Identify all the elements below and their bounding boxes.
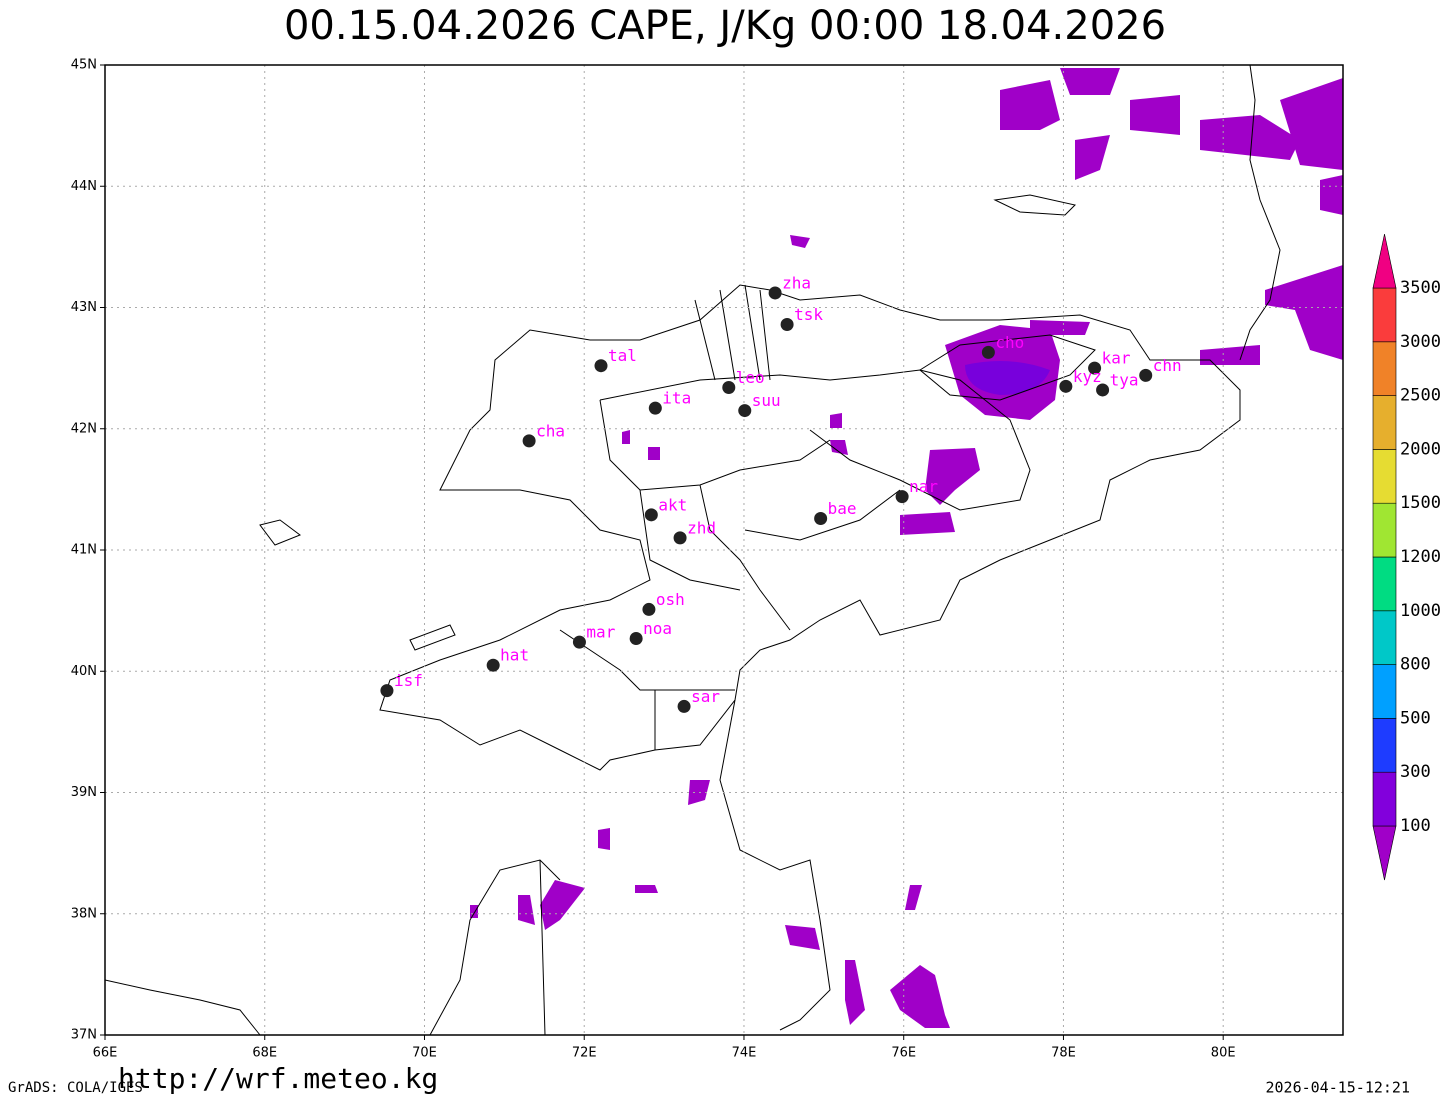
station-label: tya [1110, 370, 1139, 389]
station-dot [895, 490, 909, 504]
colorbar: 100 300 500 800 1000 1200 1500 2000 2500 3000 3500 [1372, 233, 1441, 881]
colorbar-cell [1372, 502, 1397, 558]
y-tick-label: 37N [71, 1028, 97, 1043]
cape-field [470, 68, 1343, 1028]
x-tick-label: 68E [252, 1046, 277, 1061]
station-dot [1096, 383, 1110, 397]
station-dot [594, 359, 608, 373]
station-label: tsk [794, 305, 823, 324]
map-frame [104, 64, 1344, 1036]
station-label: hat [500, 646, 529, 665]
station-label: nar [909, 477, 938, 496]
station-dot [486, 658, 500, 672]
colorbar-cell [1372, 287, 1397, 343]
timestamp: 2026-04-15-12:21 [1266, 1079, 1411, 1097]
y-tick-label: 43N [71, 300, 97, 315]
station-label: zhd [687, 518, 716, 537]
colorbar-cell [1372, 664, 1397, 719]
station-dot [644, 508, 658, 522]
station-label: kar [1102, 349, 1131, 368]
colorbar-cell [1372, 718, 1397, 773]
colorbar-label: 1000 [1400, 601, 1441, 621]
colorbar-label: 300 [1400, 762, 1431, 782]
station-dot [768, 286, 782, 300]
software-credit: GrADS: COLA/IGES [8, 1080, 143, 1096]
station-dot [1088, 361, 1102, 375]
station-label: akt [658, 495, 687, 514]
colorbar-cell [1372, 556, 1397, 612]
x-tick-label: 74E [732, 1046, 757, 1061]
colorbar-label: 500 [1400, 708, 1431, 728]
station-label: cho [995, 333, 1024, 352]
colorbar-label: 1500 [1400, 493, 1441, 513]
cape-core [965, 361, 1050, 395]
colorbar-triangle [1372, 825, 1397, 881]
colorbar-cell [1372, 395, 1397, 450]
station-label: osh [656, 590, 685, 609]
colorbar-label: 3500 [1400, 278, 1441, 298]
station-dot [722, 381, 736, 395]
station-dot [629, 632, 643, 646]
site-url: http://wrf.meteo.kg [118, 1062, 438, 1095]
y-tick-label: 38N [71, 906, 97, 921]
y-tick-label: 44N [71, 179, 97, 194]
colorbar-label: 1200 [1400, 547, 1441, 567]
station-dot [738, 404, 752, 418]
x-tick-label: 66E [93, 1046, 118, 1061]
colorbar-cell [1372, 771, 1397, 827]
station-dot [673, 531, 687, 545]
station-label: tal [608, 346, 637, 365]
station-dot [380, 684, 394, 698]
station-label: kyz [1073, 367, 1102, 386]
station-dot [981, 345, 995, 359]
station-dot [814, 511, 828, 525]
grid: 66E 68E 70E 72E 74E 76E 78E 80E 37N 38N 39N 40N 41N 4… [71, 58, 1343, 1061]
station-label: ita [662, 389, 691, 408]
x-tick-label: 72E [572, 1046, 597, 1061]
station-dot [1059, 379, 1073, 393]
station-label: suu [752, 391, 781, 410]
station-label: mar [586, 623, 615, 642]
y-tick-label: 40N [71, 664, 97, 679]
station-dot [572, 635, 586, 649]
station-label: zha [782, 273, 811, 292]
station-dot [1139, 368, 1153, 382]
colorbar-cell [1372, 341, 1397, 396]
station-dot [677, 699, 691, 713]
station-dot [642, 602, 656, 616]
x-tick-label: 70E [412, 1046, 437, 1061]
station-label: sar [691, 687, 720, 706]
station-label: bae [828, 499, 857, 518]
colorbar-label: 3000 [1400, 332, 1441, 352]
station-dot [522, 434, 536, 448]
colorbar-label: 2500 [1400, 386, 1441, 406]
title: 00.15.04.2026 CAPE, J/Kg 00:00 18.04.202… [284, 3, 1166, 49]
x-tick-label: 78E [1051, 1046, 1076, 1061]
station-dot [780, 317, 794, 331]
station-label: chn [1153, 356, 1182, 375]
x-tick-label: 80E [1211, 1046, 1236, 1061]
x-tick-label: 76E [891, 1046, 916, 1061]
colorbar-label: 100 [1400, 816, 1431, 836]
station-label: isf [394, 671, 423, 690]
station-label: cha [536, 421, 565, 440]
y-tick-label: 42N [71, 421, 97, 436]
y-tick-label: 45N [71, 58, 97, 73]
colorbar-label: 2000 [1400, 439, 1441, 459]
station-dot [648, 401, 662, 415]
colorbar-label: 800 [1400, 655, 1431, 675]
borders [104, 64, 1281, 1036]
colorbar-triangle [1372, 233, 1397, 289]
station-label: leo [736, 368, 765, 387]
y-tick-label: 39N [71, 785, 97, 800]
colorbar-cell [1372, 449, 1397, 504]
colorbar-cell [1372, 610, 1397, 665]
y-tick-label: 41N [71, 543, 97, 558]
station-label: noa [643, 619, 672, 638]
